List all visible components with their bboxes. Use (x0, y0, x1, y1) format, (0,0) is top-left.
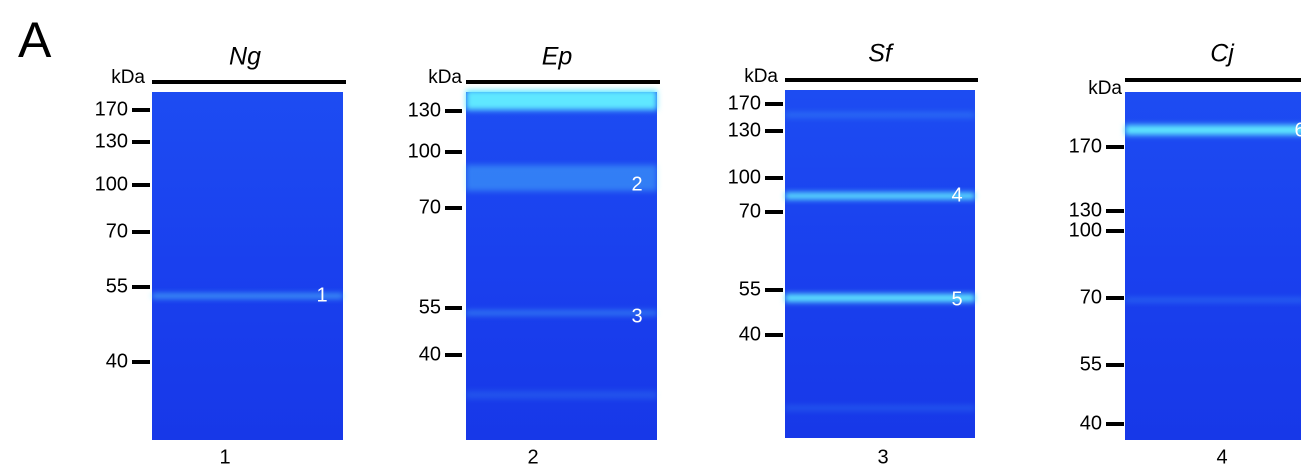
band-glow (1125, 125, 1301, 135)
panel-label: A (18, 12, 52, 68)
gel (466, 92, 657, 440)
band-glow (1125, 297, 1301, 303)
band-glow (466, 90, 657, 110)
marker-label: 40 (1080, 412, 1102, 434)
marker-label: 70 (419, 196, 441, 218)
lane-number: 2 (527, 446, 538, 468)
lane-title: Sf (868, 40, 895, 68)
marker-label: 130 (728, 119, 761, 141)
marker-label: 130 (1069, 199, 1102, 221)
band-label: 1 (316, 284, 327, 306)
marker-label: 40 (739, 323, 761, 345)
unit-label: kDa (428, 67, 462, 88)
band-glow (152, 293, 343, 299)
marker-label: 130 (408, 99, 441, 121)
band-label: 2 (631, 173, 642, 195)
gel (152, 92, 343, 440)
band-label: 5 (951, 288, 962, 310)
band-label: 3 (631, 305, 642, 327)
band-glow (785, 192, 975, 200)
band-glow (466, 165, 657, 191)
marker-label: 55 (419, 296, 441, 318)
marker-label: 170 (728, 92, 761, 114)
band-glow (785, 294, 975, 302)
unit-label: kDa (111, 67, 145, 88)
marker-label: 70 (1080, 286, 1102, 308)
lane-number: 4 (1216, 446, 1227, 468)
lane-number: 1 (219, 446, 230, 468)
marker-label: 40 (106, 350, 128, 372)
marker-label: 100 (1069, 219, 1102, 241)
band-label: 4 (951, 184, 962, 206)
marker-label: 70 (106, 220, 128, 242)
marker-label: 170 (95, 98, 128, 120)
band-glow (466, 310, 657, 316)
marker-label: 100 (95, 173, 128, 195)
unit-label: kDa (1088, 78, 1122, 99)
marker-label: 100 (408, 140, 441, 162)
marker-label: 100 (728, 166, 761, 188)
band-glow (785, 112, 975, 118)
marker-label: 55 (1080, 353, 1102, 375)
marker-label: 170 (1069, 135, 1102, 157)
gel (1125, 92, 1301, 440)
marker-label: 55 (106, 275, 128, 297)
marker-label: 40 (419, 343, 441, 365)
band-glow (785, 405, 975, 411)
band-glow (466, 391, 657, 399)
lane-title: Ep (542, 43, 573, 71)
band-label: 6 (1294, 119, 1301, 141)
gel (785, 90, 975, 438)
lane-title: Cj (1210, 40, 1235, 68)
marker-label: 55 (739, 278, 761, 300)
marker-label: 70 (739, 200, 761, 222)
lane-number: 3 (877, 446, 888, 468)
unit-label: kDa (744, 66, 778, 87)
marker-label: 130 (95, 130, 128, 152)
lane-title: Ng (229, 43, 261, 71)
